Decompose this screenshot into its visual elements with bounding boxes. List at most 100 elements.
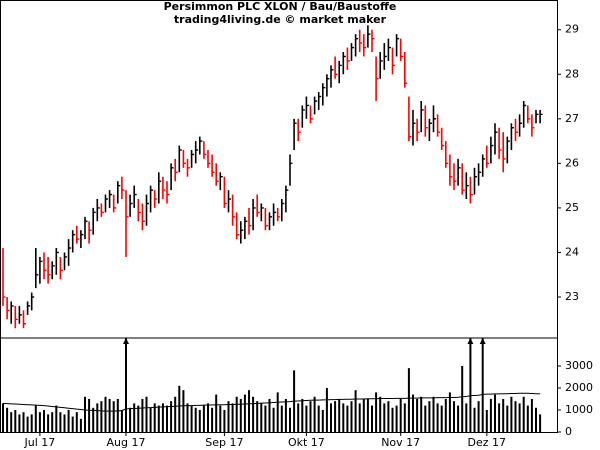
y-tick-label: 24 <box>565 245 579 258</box>
volume-bar <box>440 405 443 432</box>
volume-bar <box>522 396 525 432</box>
volume-bar <box>473 407 476 432</box>
volume-bar <box>79 418 82 432</box>
volume-bar <box>403 403 406 432</box>
volume-bar <box>428 401 431 432</box>
volume-bar <box>256 401 259 432</box>
volume-bar <box>305 405 308 432</box>
volume-bar <box>104 396 107 432</box>
volume-bar <box>202 405 205 432</box>
volume-bar <box>489 398 492 432</box>
volume-bar <box>276 392 279 432</box>
volume-bar <box>362 398 365 432</box>
volume-bar <box>432 396 435 432</box>
volume-group <box>2 338 542 432</box>
volume-bar <box>34 405 37 432</box>
volume-bar <box>436 403 439 432</box>
volume-bar <box>539 414 542 432</box>
volume-bar <box>375 392 378 432</box>
volume-bar <box>194 407 197 432</box>
volume-bar <box>301 398 304 432</box>
volume-bar <box>407 368 410 432</box>
volume-bar <box>59 412 62 432</box>
volume-bar <box>526 405 529 432</box>
y-tick-label: 23 <box>565 290 579 303</box>
volume-bar <box>309 401 312 432</box>
volume-bar <box>133 403 136 432</box>
volume-bar <box>161 403 164 432</box>
volume-bar <box>88 398 91 432</box>
overflow-arrow <box>479 338 486 344</box>
volume-bar <box>494 394 496 432</box>
volume-bar <box>461 365 464 432</box>
volume-bar <box>243 394 246 432</box>
volume-bar <box>530 398 533 432</box>
volume-bar <box>186 403 189 432</box>
volume-bar <box>284 398 287 432</box>
volume-bar <box>424 405 427 432</box>
volume-bar <box>170 401 173 432</box>
volume-bar <box>260 403 263 432</box>
volume-bar <box>465 403 468 432</box>
volume-bar <box>231 403 234 432</box>
volume-bar <box>510 396 513 432</box>
chart-subtitle: trading4living.de © market maker <box>174 13 387 26</box>
volume-bar <box>6 407 9 432</box>
volume-bar <box>67 409 70 432</box>
volume-bar <box>174 396 177 432</box>
volume-bar <box>157 405 160 432</box>
volume-bar <box>207 403 209 432</box>
y-tick-label: 2000 <box>565 381 593 394</box>
x-tick-label: Sep 17 <box>205 436 243 449</box>
volume-bar <box>129 407 132 432</box>
volume-bar <box>502 398 505 432</box>
volume-bar <box>387 401 390 432</box>
volume-bar <box>2 403 4 432</box>
volume-bar <box>272 407 275 432</box>
volume-bar <box>26 416 29 432</box>
volume-bar <box>477 401 480 432</box>
volume-bar <box>444 398 447 432</box>
volume-bar <box>321 409 324 432</box>
volume-bar <box>412 394 414 432</box>
volume-bar <box>514 401 517 432</box>
volume-bar <box>10 412 13 432</box>
volume-bar <box>215 394 218 432</box>
volume-bar <box>252 396 255 432</box>
volume-bar <box>448 392 451 432</box>
chart-title: Persimmon PLC XLON / Bau/Baustoffe <box>164 0 397 13</box>
volume-bar <box>313 396 316 432</box>
volume-bar <box>457 405 460 432</box>
volume-bar <box>141 398 144 432</box>
volume-bar <box>268 398 271 432</box>
volume-bar <box>219 405 222 432</box>
y-tick-label: 25 <box>565 201 579 214</box>
volume-bar <box>178 385 181 432</box>
volume-bar <box>330 403 332 432</box>
volume-bar <box>84 396 86 432</box>
volume-bar <box>379 396 382 432</box>
volume-bar <box>289 407 291 432</box>
volume-bar <box>153 403 156 432</box>
volume-bar <box>453 401 455 432</box>
volume-bar <box>14 409 17 432</box>
x-tick-label: Jul 17 <box>24 436 56 449</box>
volume-bar <box>535 407 537 432</box>
volume-bar <box>18 414 21 432</box>
volume-bar <box>264 405 267 432</box>
x-tick-label: Okt 17 <box>288 436 325 449</box>
volume-bar <box>166 405 168 432</box>
volume-bar <box>100 401 103 432</box>
volume-bar <box>227 401 230 432</box>
volume-bar <box>22 412 25 432</box>
volume-bar <box>420 396 423 432</box>
volume-bar <box>518 403 521 432</box>
volume-bar <box>112 401 115 432</box>
volume-bar <box>485 409 488 432</box>
volume-bar <box>297 403 300 432</box>
y-tick-label: 27 <box>565 112 579 125</box>
volume-bar <box>47 414 50 432</box>
volume-bar <box>498 403 501 432</box>
y-tick-label: 26 <box>565 156 579 169</box>
